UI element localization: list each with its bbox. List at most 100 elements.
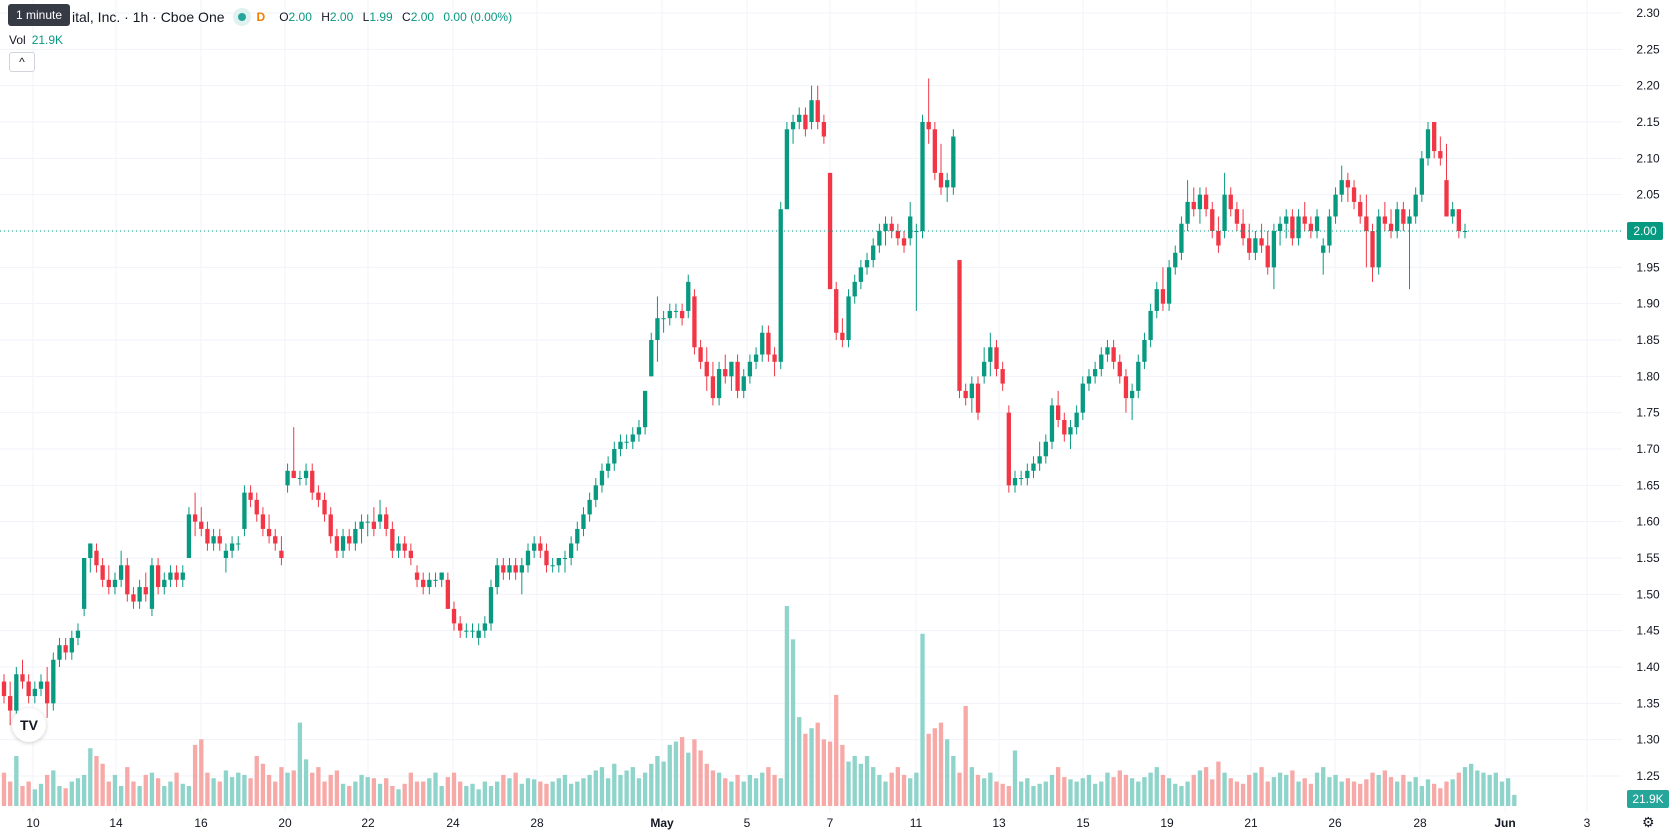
candle-body [568, 543, 574, 558]
gear-icon[interactable]: ⚙ [1642, 814, 1655, 830]
candle-body [1419, 158, 1425, 195]
candle-body [476, 630, 481, 638]
symbol-legend[interactable]: ital, Inc. · 1h · Cboe One D O2.00 H2.00… [8, 8, 518, 26]
volume-bar [180, 783, 185, 806]
volume-bar [266, 774, 272, 806]
volume-bar [901, 774, 907, 806]
price-axis[interactable]: 2.30 2.25 2.20 2.15 2.10 2.05 2.00 1.95 1.90 1.85… [1636, 6, 1660, 783]
candle-body [932, 129, 938, 173]
candle-body [303, 470, 309, 479]
volume-bar [1129, 778, 1135, 806]
candle-body [390, 528, 395, 551]
volume-bar [766, 767, 771, 806]
candle-body [402, 543, 407, 551]
volume-bar [581, 778, 586, 806]
volume-bar [162, 786, 167, 806]
volume-bar [174, 772, 179, 806]
volume-bar [1407, 781, 1412, 806]
candle-body [137, 587, 142, 602]
candle-body [1136, 361, 1141, 391]
symbol-title[interactable]: ital, Inc. · 1h · Cboe One [72, 9, 225, 25]
collapse-legend-button[interactable]: ^ [9, 52, 35, 72]
volume-bar [827, 741, 833, 806]
candle-body [1265, 245, 1270, 268]
candle-body [624, 441, 629, 443]
volume-bar [969, 767, 974, 806]
volume-bar [1099, 781, 1104, 806]
volume-bar [137, 786, 142, 806]
price-tick-label: 1.75 [1636, 406, 1660, 420]
volume-bar [1203, 767, 1209, 806]
candle-body [864, 260, 870, 268]
date-tick-label: 21 [1244, 816, 1258, 830]
volume-bar [815, 722, 820, 806]
candle-body [562, 558, 568, 559]
candle-body [1179, 223, 1184, 253]
candle-body [753, 354, 759, 362]
volume-bar [1160, 774, 1166, 806]
volume-bar [149, 772, 155, 806]
volume-bar [414, 781, 420, 806]
tradingview-logo-icon[interactable]: TV [12, 708, 46, 742]
candle-body [784, 129, 790, 210]
candle-body [760, 332, 765, 355]
volume-bars [1, 606, 1517, 806]
volume-bar [408, 772, 414, 806]
volume-bar [353, 781, 358, 806]
time-axis[interactable]: 10 14 16 20 22 24 28 May 5 7 11 13 15 19 21 26 28 Jun 3 [26, 816, 1590, 830]
volume-bar [507, 778, 512, 806]
volume-bar [982, 778, 987, 806]
volume-bar [1481, 772, 1486, 806]
volume-bar [679, 737, 685, 806]
candle-body [1444, 180, 1449, 217]
volume-tag: 21.9K [1627, 790, 1669, 808]
candle-body [1308, 223, 1314, 231]
candle-body [118, 565, 124, 580]
volume-bar [371, 778, 377, 806]
volume-legend[interactable]: Vol 21.9K [9, 33, 63, 47]
candle-body [538, 543, 543, 551]
candle-body [920, 122, 925, 231]
volume-bar [20, 786, 25, 806]
volume-bar [205, 772, 210, 806]
volume-bar [895, 767, 901, 806]
candle-body [1358, 201, 1363, 217]
change-value: 0.00 (0.00%) [443, 10, 513, 24]
volume-bar [790, 639, 796, 806]
volume-bar [735, 774, 740, 806]
candle-body [938, 172, 944, 188]
volume-bar [1037, 783, 1042, 806]
candle-body [396, 543, 401, 551]
candle-body [427, 579, 432, 588]
candle-body [285, 470, 290, 486]
candle-body [1382, 216, 1388, 224]
market-status-icon [232, 8, 251, 26]
volume-bar [38, 783, 44, 806]
candle-body [895, 231, 901, 239]
volume-bar [889, 772, 894, 806]
volume-bar [784, 606, 790, 806]
candle-body [1105, 347, 1110, 355]
price-tick-label: 1.55 [1636, 551, 1660, 565]
date-tick-label: 13 [992, 816, 1006, 830]
volume-bar [920, 633, 925, 806]
date-tick-label: 11 [910, 816, 923, 830]
volume-bar [519, 783, 524, 806]
candle-body [1253, 238, 1258, 253]
candle-body [414, 572, 420, 580]
date-tick-label: 28 [530, 816, 544, 830]
volume-bar [125, 767, 130, 806]
candle-body [1043, 441, 1048, 457]
volume-bar [544, 783, 549, 806]
volume-bar [599, 767, 605, 806]
price-tick-label: 1.70 [1636, 442, 1660, 456]
candle-body [162, 579, 167, 588]
volume-bar [871, 767, 876, 806]
volume-bar [1074, 781, 1079, 806]
volume-bar [1216, 761, 1221, 806]
volume-bar [1173, 783, 1178, 806]
candle-body [1055, 405, 1061, 420]
volume-bar [624, 770, 629, 806]
candle-body [1037, 456, 1042, 464]
